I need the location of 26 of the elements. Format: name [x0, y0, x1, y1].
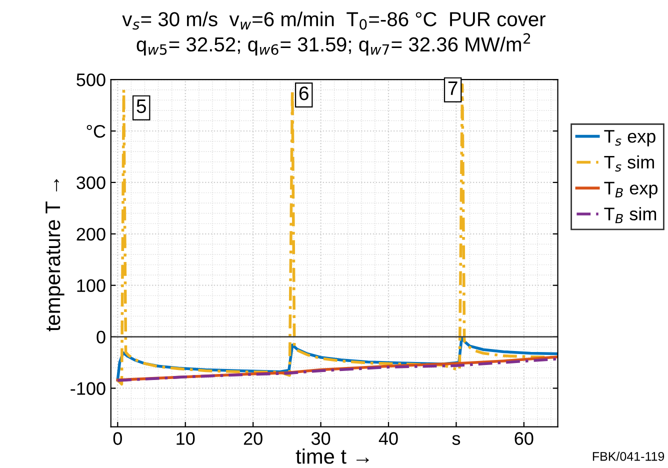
- legend-label: T$_{B}$ exp: [604, 182, 658, 198]
- text: FBK/041-119: [592, 452, 664, 461]
- x-tick-label: 10: [176, 432, 195, 445]
- y-tick-label: 200: [76, 228, 106, 241]
- x-tick-label: 60: [514, 432, 534, 445]
- y-tick-label: 0: [96, 330, 106, 344]
- annotation: 6: [299, 86, 308, 100]
- x-axis-title: time t →: [296, 448, 369, 464]
- x-tick-label: 0: [113, 432, 122, 445]
- x-tick-label: 40: [378, 432, 398, 445]
- y-axis-title: temperature T →: [46, 179, 64, 332]
- x-tick-label: s: [452, 435, 460, 445]
- y-tick-label: °C: [86, 124, 106, 138]
- legend-label: T$_{s}$ sim: [604, 155, 654, 172]
- y-tick-label: -100: [70, 382, 106, 395]
- chart-title: v$_{s}$= 30 m/s v$_{w}$=6 m/min T$_{0}$=-86 °C PUR cover: [122, 12, 546, 30]
- y-tick-label: 500: [76, 73, 106, 86]
- x-tick-label: 30: [311, 432, 330, 445]
- annotation: 7: [448, 82, 458, 95]
- y-tick-label: 100: [77, 279, 106, 292]
- x-tick-label: 20: [244, 432, 262, 445]
- annotation: 5: [136, 100, 146, 114]
- legend-label: T$_{B}$ sim: [604, 207, 656, 224]
- chart-subtitle: q$_{w5}$= 32.52; q$_{w6}$= 31.59; q$_{w7}$= 32.36 MW/m$^{2}$: [136, 33, 530, 56]
- legend-label: T$_{s}$ exp: [604, 130, 656, 146]
- y-tick-label: 300: [76, 176, 106, 190]
